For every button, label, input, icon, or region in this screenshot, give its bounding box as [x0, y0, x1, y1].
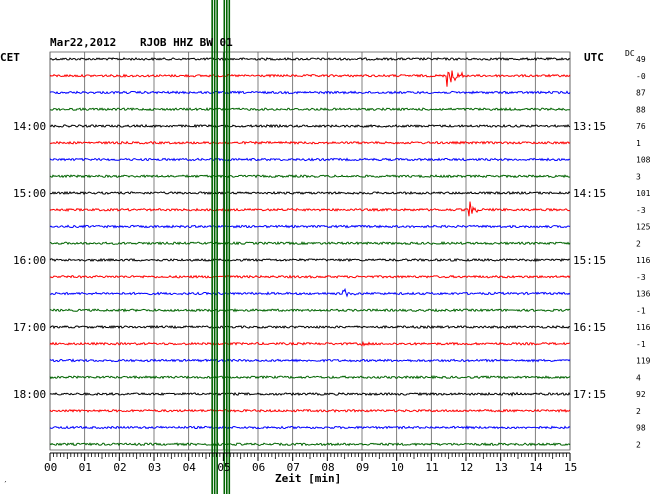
right-time-label: 13:15	[573, 120, 606, 133]
dc-offset-label: -3	[636, 273, 646, 282]
trace-row-1	[49, 57, 571, 62]
trace-row-15	[49, 287, 571, 298]
dc-offset-label: 116	[636, 256, 650, 265]
chart-date: Mar22,2012	[50, 36, 116, 49]
trace-row-6	[49, 140, 571, 145]
x-tick-label: 02	[113, 461, 126, 474]
trace-row-19	[49, 358, 571, 363]
corner-mark: ′	[3, 480, 8, 489]
grid	[49, 51, 571, 451]
right-time-label: 17:15	[573, 388, 606, 401]
x-tick-label: 00	[44, 461, 57, 474]
x-tick-label: 08	[321, 461, 334, 474]
right-time-label: 16:15	[573, 321, 606, 334]
x-tick-label: 09	[356, 461, 369, 474]
dc-offset-label: -1	[636, 306, 646, 315]
x-tick-label: 14	[529, 461, 543, 474]
trace-row-22	[49, 408, 571, 413]
trace-row-4	[49, 107, 571, 112]
left-time-label: 15:00	[13, 187, 46, 200]
vertical-spikes	[211, 0, 231, 494]
trace-row-5	[49, 123, 571, 129]
dc-offset-label: -0	[636, 72, 646, 81]
trace-row-9	[49, 190, 571, 196]
x-tick-label: 11	[425, 461, 438, 474]
x-tick-label: 01	[79, 461, 92, 474]
dc-offset-label: 92	[636, 390, 646, 399]
left-time-label: 16:00	[13, 254, 46, 267]
dc-offset-label: -3	[636, 206, 646, 215]
x-axis-label: Zeit [min]	[275, 472, 341, 485]
x-tick-label: 05	[217, 461, 230, 474]
time-labels: 14:00 15:00 16:00 17:00 18:00 13:15 14:15 15:15…	[13, 55, 650, 449]
dc-offset-label: 1	[636, 139, 641, 148]
trace-row-8	[49, 174, 571, 179]
dc-offset-label: 125	[636, 223, 650, 232]
trace-row-14	[49, 274, 571, 279]
x-tick-label: 07	[287, 461, 300, 474]
dc-offset-label: 2	[636, 407, 641, 416]
dc-offset-label: -1	[636, 340, 646, 349]
trace-row-17	[49, 324, 571, 330]
dc-offset-label: 3	[636, 172, 641, 181]
trace-row-23	[49, 425, 571, 430]
right-time-label: 15:15	[573, 254, 606, 267]
dc-offset-label: 4	[636, 373, 641, 382]
dc-offset-label: 88	[636, 105, 646, 114]
dc-offset-label: 49	[636, 55, 646, 64]
trace-row-7	[49, 157, 571, 162]
dc-offset-label: 76	[636, 122, 646, 131]
plot-frame	[49, 51, 571, 451]
dc-offset-label: 101	[636, 189, 650, 198]
x-tick-label: 12	[460, 461, 473, 474]
x-axis: 00 01 02 03 04 05 06 07 08 09 10 11 12 13 14 15	[44, 452, 577, 474]
trace-row-3	[49, 90, 571, 95]
dc-offset-label: 136	[636, 290, 650, 299]
left-time-label: 17:00	[13, 321, 46, 334]
left-time-label: 14:00	[13, 120, 46, 133]
left-time-label: 18:00	[13, 388, 46, 401]
dc-offset-label: 108	[636, 156, 650, 165]
trace-row-11	[49, 224, 571, 229]
trace-row-20	[49, 375, 571, 380]
trace-row-16	[49, 308, 571, 313]
trace-row-10	[49, 201, 571, 217]
x-tick-label: 06	[252, 461, 265, 474]
x-tick-label: 04	[183, 461, 197, 474]
dc-offset-label: 116	[636, 323, 650, 332]
chart-station: RJOB HHZ BW 01	[140, 36, 233, 49]
trace-row-12	[49, 241, 571, 246]
right-time-label: 14:15	[573, 187, 606, 200]
seismic-traces	[49, 57, 571, 447]
trace-row-21	[49, 391, 571, 397]
right-timezone: UTC	[584, 51, 604, 64]
trace-row-2	[49, 70, 571, 87]
dc-offset-label: 87	[636, 89, 646, 98]
dc-label: DC	[625, 49, 635, 58]
trace-row-18	[49, 340, 571, 347]
trace-row-24	[49, 442, 571, 447]
dc-offset-label: 2	[636, 440, 641, 449]
x-tick-label: 10	[391, 461, 404, 474]
dc-offset-label: 98	[636, 424, 646, 433]
x-tick-label: 15	[564, 461, 577, 474]
dc-offset-label: 119	[636, 357, 650, 366]
dc-offset-label: 2	[636, 239, 641, 248]
x-tick-label: 03	[148, 461, 161, 474]
x-tick-label: 13	[495, 461, 508, 474]
left-timezone: CET	[0, 51, 20, 64]
trace-row-13	[49, 257, 571, 263]
